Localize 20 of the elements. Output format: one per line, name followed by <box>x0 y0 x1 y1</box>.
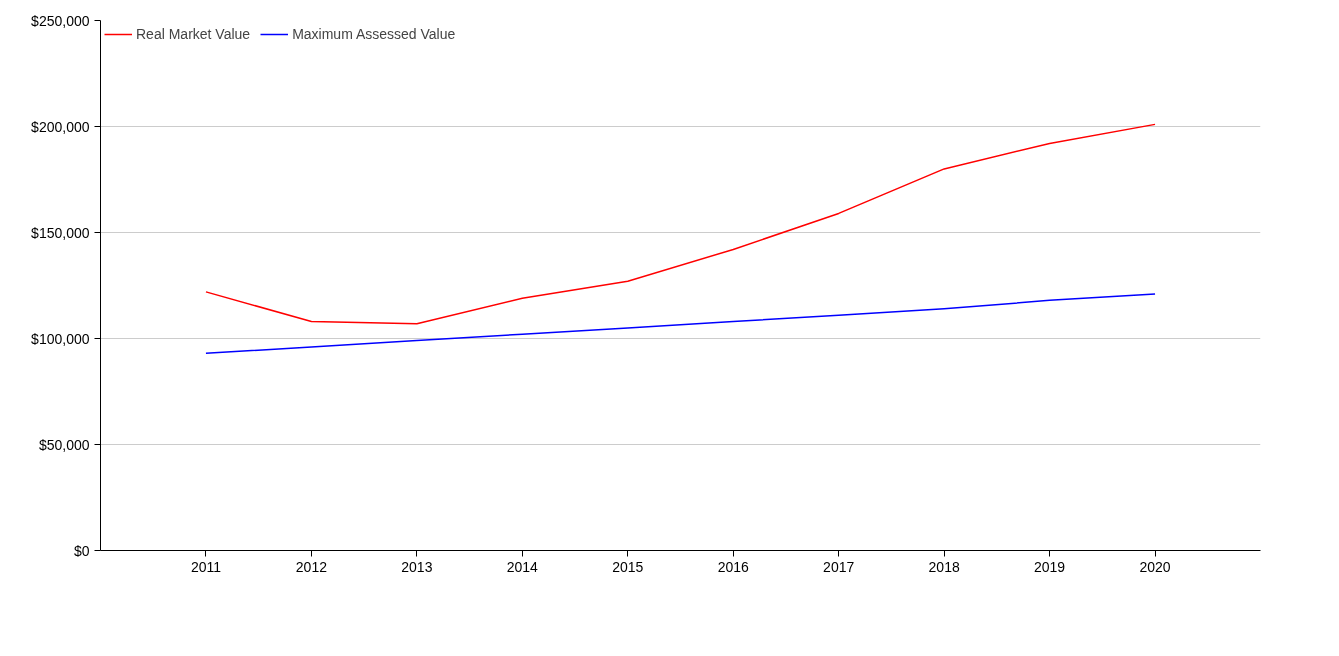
x-tick-label: 2019 <box>1034 558 1066 575</box>
x-tick-label: 2014 <box>506 558 539 575</box>
y-tick-label: $200,000 <box>31 118 90 135</box>
x-tick-label: 2018 <box>928 558 960 575</box>
line-series <box>205 123 1156 325</box>
x-tick-label: 2015 <box>612 558 644 575</box>
x-tick-label: 2011 <box>190 558 222 575</box>
y-tick-label: $100,000 <box>31 330 90 347</box>
y-tick-label: $50,000 <box>38 436 90 453</box>
x-tick-label: 2013 <box>401 558 433 575</box>
legend-label: Maximum Assessed Value <box>292 26 456 42</box>
legend-label: Real Market Value <box>136 26 251 42</box>
x-tick-label: 2016 <box>717 558 750 575</box>
y-tick-label: $150,000 <box>31 224 90 241</box>
x-tick-label: 2017 <box>823 558 855 575</box>
x-tick-label: 2020 <box>1139 558 1171 575</box>
line-series <box>205 293 1156 355</box>
y-tick-label: $0 <box>73 542 90 559</box>
x-tick-label: 2012 <box>295 558 328 575</box>
y-tick-label: $250,000 <box>31 12 90 29</box>
